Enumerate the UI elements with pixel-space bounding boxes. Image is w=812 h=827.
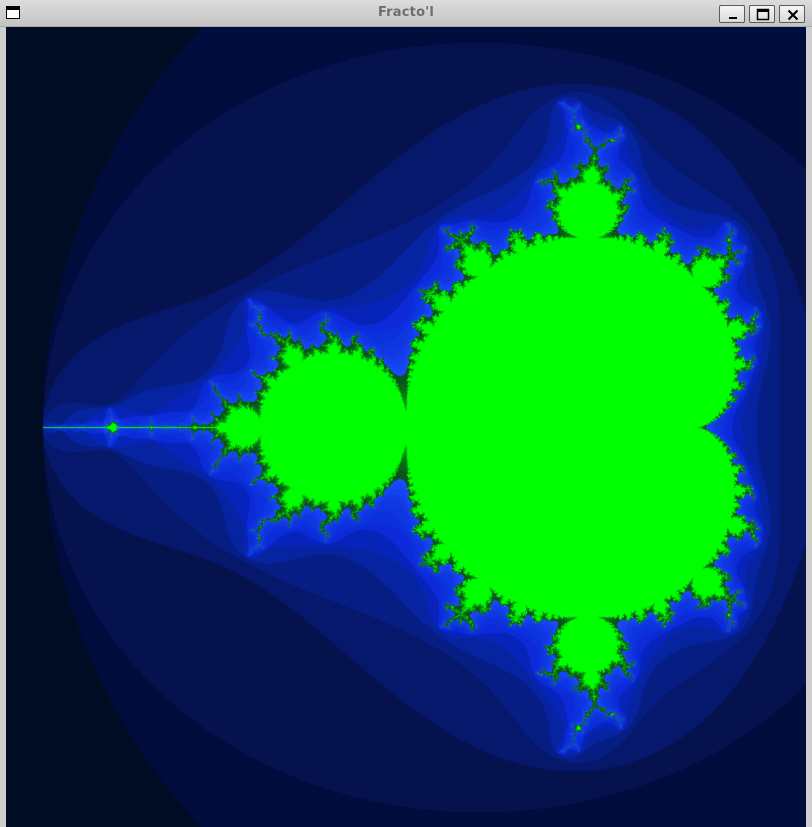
minimize-button[interactable]	[719, 5, 745, 23]
mandelbrot-canvas[interactable]	[6, 27, 806, 827]
title-bar[interactable]: Fracto'l	[0, 0, 812, 27]
close-icon	[787, 9, 799, 21]
fractal-viewport[interactable]	[6, 27, 806, 827]
window-menu-icon[interactable]	[6, 6, 20, 19]
window-title: Fracto'l	[377, 5, 435, 20]
maximize-button[interactable]	[749, 5, 775, 23]
close-button[interactable]	[779, 5, 805, 23]
maximize-icon	[756, 8, 770, 21]
minimize-icon	[729, 17, 737, 19]
